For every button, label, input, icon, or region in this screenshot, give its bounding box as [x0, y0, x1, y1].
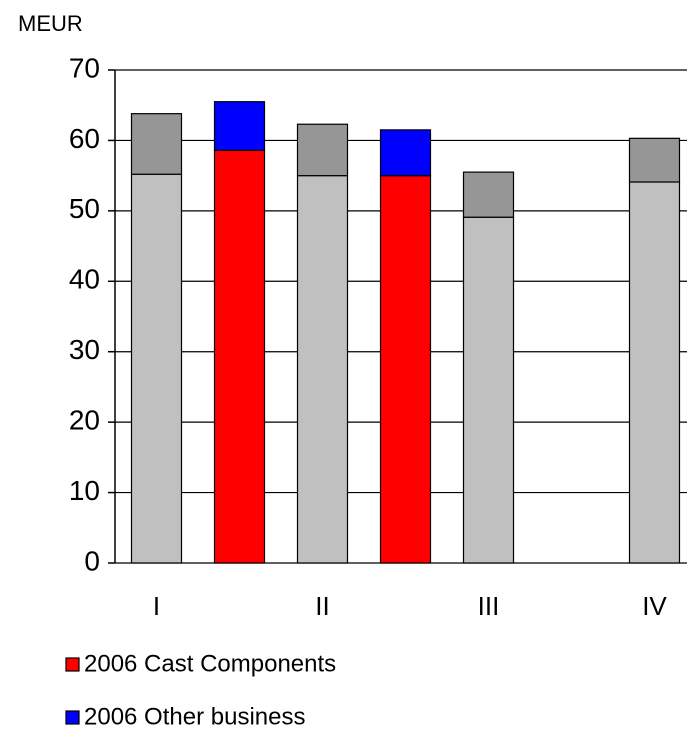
bar-segment — [462, 171, 515, 218]
bar-segment — [379, 129, 432, 177]
legend-label: 2006 Cast Components — [84, 650, 336, 677]
y-tick-label: 40 — [69, 264, 100, 295]
y-tick-label: 60 — [69, 123, 100, 154]
bar-segment — [628, 137, 681, 183]
bar-segment — [213, 149, 266, 564]
legend-label: 2006 Other business — [84, 703, 305, 730]
x-tick-label: I — [153, 591, 160, 621]
y-tick-label: 20 — [69, 405, 100, 436]
y-tick-label: 30 — [69, 334, 100, 365]
bar-segment — [462, 216, 515, 564]
x-tick-label: II — [315, 591, 329, 621]
bar-segment — [130, 113, 183, 175]
bar-segment — [296, 175, 349, 564]
y-tick-label: 0 — [84, 545, 100, 576]
bar-segment — [628, 181, 681, 564]
bar-segment — [296, 123, 349, 177]
legend-swatch — [65, 710, 80, 725]
bar-segment — [130, 173, 183, 564]
legend-swatch — [65, 657, 80, 672]
x-tick-label: III — [478, 591, 500, 621]
bar-segment — [213, 101, 266, 151]
y-axis-label: MEUR — [18, 11, 83, 36]
y-tick-label: 70 — [69, 52, 100, 83]
y-tick-label: 10 — [69, 475, 100, 506]
x-tick-label: IV — [642, 591, 667, 621]
bar-segment — [379, 175, 432, 564]
y-tick-label: 50 — [69, 193, 100, 224]
